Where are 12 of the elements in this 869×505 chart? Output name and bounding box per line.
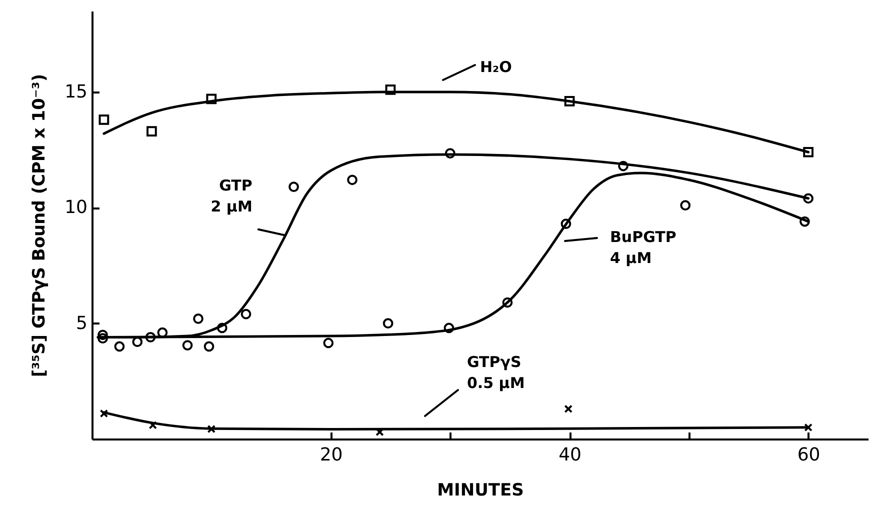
x-tick-label: 60	[797, 444, 820, 466]
annotation: H₂O	[480, 58, 512, 76]
y-tick-label: 15	[64, 81, 88, 102]
x-tick-label: 20	[320, 444, 343, 466]
y-axis-title: [³⁵S] GTPγS Bound (CPM x 10⁻³)	[30, 74, 50, 378]
y-tick-label: 5	[76, 312, 88, 334]
annotation: GTPγS 0.5 µM	[467, 353, 525, 392]
x-tick-label: 40	[558, 444, 582, 466]
x-axis-title: MINUTES	[437, 480, 524, 500]
annotation: BuPGTP 4 µM	[610, 228, 676, 267]
annotation: GTP 2 µM	[210, 176, 252, 216]
y-tick-label: 10	[64, 197, 88, 218]
